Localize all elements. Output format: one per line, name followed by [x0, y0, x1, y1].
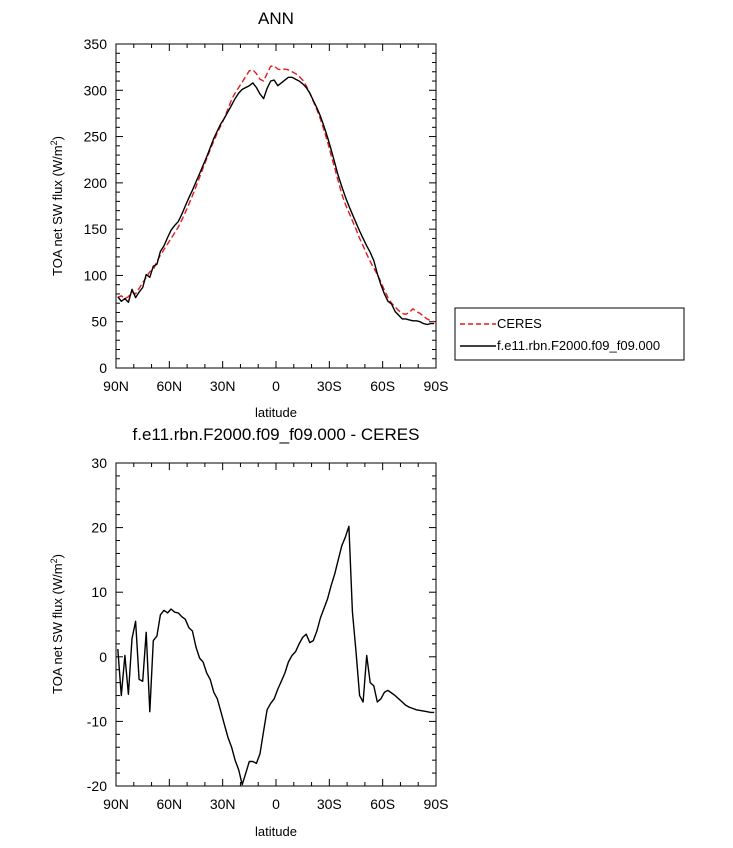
top-x-tick-label: 0	[272, 378, 280, 394]
bottom-tick-labels: 90N 60N 30N 0 30S 60S 90S -20 -10 0 10 20 30	[87, 455, 449, 812]
legend: CERES f.e11.rbn.F2000.f09_f09.000	[454, 307, 685, 361]
bottom-x-tick-label: 30S	[317, 796, 342, 812]
bottom-series-lines	[117, 525, 435, 786]
top-y-tick-label: 250	[84, 129, 108, 145]
top-x-tick-label: 90N	[103, 378, 129, 394]
bottom-x-tick-label: 60N	[156, 796, 182, 812]
legend-label-ceres: CERES	[497, 316, 542, 331]
top-chart-title: ANN	[258, 9, 294, 28]
top-y-tick-label: 50	[91, 314, 107, 330]
bottom-y-tick-label: 10	[91, 584, 107, 600]
top-y-tick-label: 350	[84, 36, 108, 52]
top-y-axis-label: TOA net SW flux (W/m2)	[49, 136, 65, 276]
top-ticks	[115, 43, 437, 369]
top-x-tick-label: 90S	[424, 378, 449, 394]
bottom-series-line-1	[117, 525, 435, 786]
bottom-x-tick-label: 60S	[370, 796, 395, 812]
bottom-y-axis-label: TOA net SW flux (W/m2)	[49, 554, 65, 694]
bottom-y-tick-label: -20	[87, 778, 107, 794]
top-x-tick-label: 60N	[156, 378, 182, 394]
bottom-panel: f.e11.rbn.F2000.f09_f09.000 - CERES TOA …	[49, 425, 448, 839]
legend-box	[454, 307, 685, 361]
bottom-y-tick-label: -10	[87, 713, 107, 729]
bottom-y-tick-label: 0	[99, 649, 107, 665]
top-y-tick-label: 300	[84, 82, 108, 98]
top-plot-frame	[115, 43, 437, 369]
top-panel: ANN TOA net SW flux (W/m2) latitude 90N 6…	[49, 9, 685, 420]
top-series-line-2	[117, 76, 435, 326]
top-series-lines	[117, 65, 435, 326]
top-y-tick-label: 100	[84, 267, 108, 283]
bottom-x-tick-label: 90N	[103, 796, 129, 812]
bottom-x-tick-label: 90S	[424, 796, 449, 812]
top-tick-labels: 90N 60N 30N 0 30S 60S 90S 0 50 100 150 200 250 300 350	[84, 36, 449, 394]
top-x-tick-label: 60S	[370, 378, 395, 394]
top-y-tick-label: 200	[84, 175, 108, 191]
bottom-plot-frame	[115, 462, 437, 787]
bottom-ticks	[115, 462, 437, 787]
top-series-line-1	[117, 65, 435, 323]
bottom-x-axis-label: latitude	[255, 824, 297, 839]
bottom-y-tick-label: 30	[91, 455, 107, 471]
legend-label-model: f.e11.rbn.F2000.f09_f09.000	[497, 338, 660, 353]
bottom-x-tick-label: 0	[272, 796, 280, 812]
top-x-tick-label: 30N	[210, 378, 236, 394]
bottom-y-tick-label: 20	[91, 520, 107, 536]
bottom-chart-title: f.e11.rbn.F2000.f09_f09.000 - CERES	[133, 425, 420, 444]
bottom-x-tick-label: 30N	[210, 796, 236, 812]
top-y-tick-label: 150	[84, 221, 108, 237]
top-x-tick-label: 30S	[317, 378, 342, 394]
top-y-tick-label: 0	[99, 360, 107, 376]
top-x-axis-label: latitude	[255, 405, 297, 420]
